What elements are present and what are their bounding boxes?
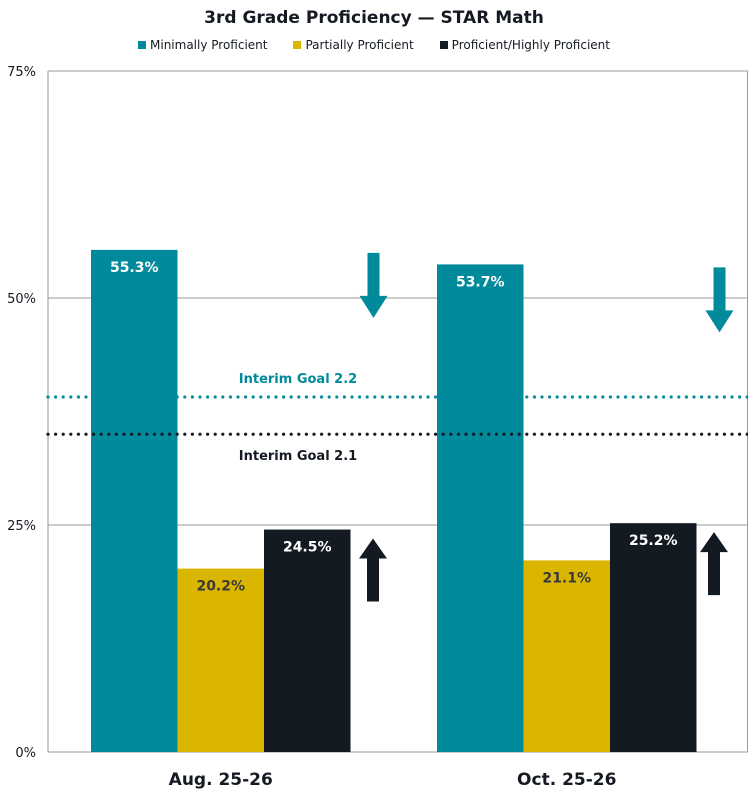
trend-down-arrow-icon (359, 252, 388, 318)
x-category-label: Aug. 25-26 (169, 770, 273, 790)
y-tick-label: 50% (7, 292, 36, 307)
chart-title: 3rd Grade Proficiency — STAR Math (204, 8, 544, 28)
legend-label: Proficient/Highly Proficient (451, 38, 610, 52)
legend-item: Proficient/Highly Proficient (439, 38, 610, 52)
y-tick-label: 75% (7, 65, 36, 80)
trend-up-arrow-icon (359, 538, 387, 602)
trend-down-arrow-icon (705, 267, 734, 333)
goal-label: Interim Goal 2.1 (239, 449, 357, 464)
bar-1-1 (523, 560, 610, 752)
legend-swatch (439, 41, 448, 49)
legend-item: Minimally Proficient (138, 38, 267, 52)
x-category-label: Oct. 25-26 (517, 770, 616, 790)
data-label: 53.7% (456, 274, 505, 290)
y-tick-label: 25% (7, 519, 36, 534)
bar-0-0 (91, 249, 178, 752)
legend-swatch (138, 41, 146, 49)
goal-label: Interim Goal 2.2 (239, 372, 357, 387)
data-label: 55.3% (110, 260, 159, 276)
bar-1-0 (177, 568, 264, 752)
legend-swatch (293, 41, 302, 49)
legend: Minimally Proficient Partially Proficien… (0, 38, 748, 52)
legend-label: Minimally Proficient (150, 38, 268, 52)
data-label: 25.2% (629, 533, 678, 549)
bar-2-0 (264, 529, 351, 752)
data-label: 24.5% (283, 540, 332, 556)
data-label: 21.1% (542, 570, 591, 586)
bar-2-1 (610, 523, 697, 752)
y-tick-label: 0% (15, 746, 36, 761)
data-label: 20.2% (196, 579, 245, 595)
trend-up-arrow-icon (700, 532, 728, 596)
legend-item: Partially Proficient (293, 38, 414, 52)
bar-0-1 (437, 264, 524, 752)
legend-label: Partially Proficient (305, 38, 414, 52)
